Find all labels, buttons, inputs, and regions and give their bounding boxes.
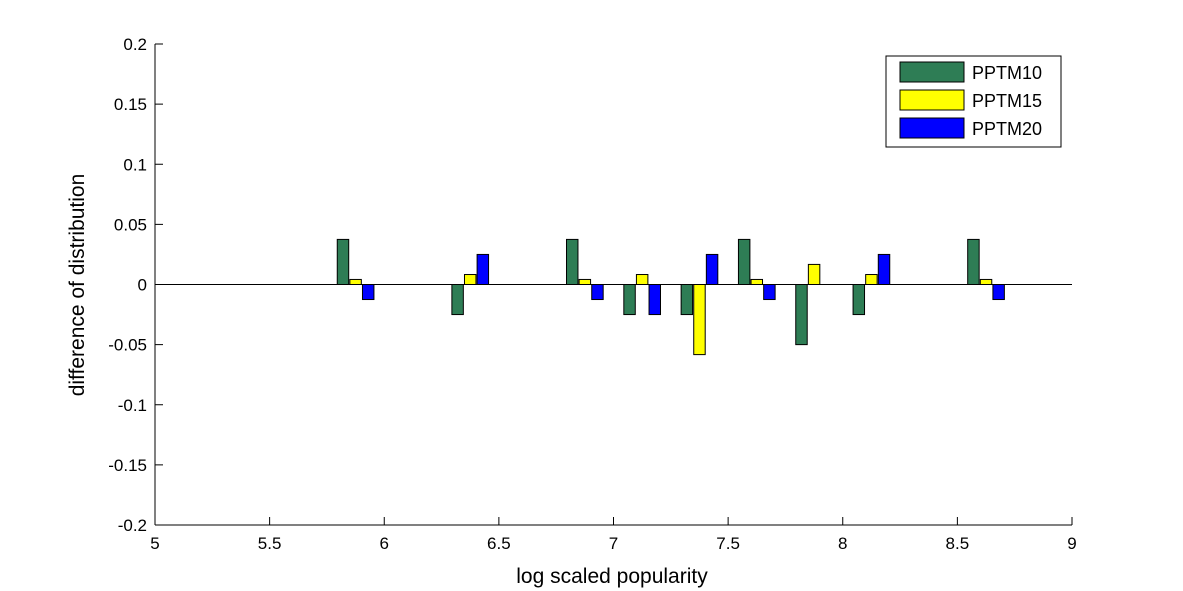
x-tick-label: 5 — [150, 534, 159, 553]
bar-pptm15 — [578, 278, 592, 285]
x-tick-label: 8.5 — [946, 534, 970, 553]
bar-pptm10 — [852, 284, 866, 316]
x-tick-label: 9 — [1067, 534, 1076, 553]
y-tick-label: -0.15 — [108, 456, 147, 475]
y-tick-label: 0 — [138, 276, 147, 295]
bar-pptm20 — [648, 284, 661, 316]
x-tick-label: 5.5 — [258, 534, 282, 553]
y-tick-label: 0.15 — [114, 95, 147, 114]
bar-pptm20 — [476, 253, 490, 285]
y-tick-label: -0.05 — [108, 336, 147, 355]
y-tick-label: -0.2 — [118, 516, 147, 535]
y-tick-label: 0.2 — [123, 35, 147, 54]
legend-swatch — [899, 89, 965, 111]
bar-pptm15 — [693, 284, 706, 356]
bar-pptm20 — [877, 253, 891, 285]
x-axis-ticks: 5 5.5 6 6.5 7 7.5 8 8.5 9 — [150, 517, 1077, 553]
bar-pptm15 — [750, 278, 764, 285]
y-tick-label: -0.1 — [118, 396, 147, 415]
bar-pptm15 — [979, 278, 993, 285]
legend-entry: PPTM15 — [972, 91, 1042, 111]
legend-entry: PPTM20 — [972, 119, 1042, 139]
bar-pptm10 — [451, 284, 464, 316]
bar-pptm15 — [349, 278, 362, 285]
bar-series-group — [155, 238, 1072, 356]
x-axis-label: log scaled popularity — [516, 565, 708, 588]
bar-pptm10 — [623, 284, 636, 316]
y-tick-label: 0.1 — [123, 155, 147, 174]
bar-pptm15 — [807, 263, 821, 285]
bar-pptm20 — [361, 284, 375, 301]
bar-pptm10 — [967, 238, 980, 285]
legend-swatch — [899, 117, 965, 139]
bar-pptm20 — [705, 253, 719, 285]
bar-pptm20 — [992, 284, 1005, 301]
x-tick-label: 8 — [838, 534, 847, 553]
legend-swatch — [899, 61, 965, 83]
bar-pptm15 — [865, 274, 878, 286]
x-tick-label: 6.5 — [487, 534, 511, 553]
bar-pptm15 — [463, 274, 477, 286]
legend-entry: PPTM10 — [972, 63, 1042, 83]
x-tick-label: 7.5 — [716, 534, 740, 553]
bar-pptm10 — [795, 284, 808, 346]
bar-pptm10 — [566, 238, 579, 285]
bar-pptm10 — [336, 238, 350, 285]
y-axis-label: difference of distribution — [66, 174, 89, 397]
legend: PPTM10 PPTM15 PPTM20 — [885, 55, 1062, 148]
x-tick-label: 7 — [609, 534, 618, 553]
bar-pptm20 — [591, 284, 604, 301]
y-axis-ticks: -0.2 -0.15 -0.1 -0.05 0 0.05 0.1 0.15 0.2 — [108, 35, 163, 535]
bar-pptm20 — [763, 284, 776, 301]
bar-pptm10 — [737, 238, 751, 285]
x-tick-label: 6 — [380, 534, 389, 553]
y-tick-label: 0.05 — [114, 215, 147, 234]
bar-pptm15 — [635, 274, 649, 286]
bar-pptm10 — [680, 284, 694, 316]
